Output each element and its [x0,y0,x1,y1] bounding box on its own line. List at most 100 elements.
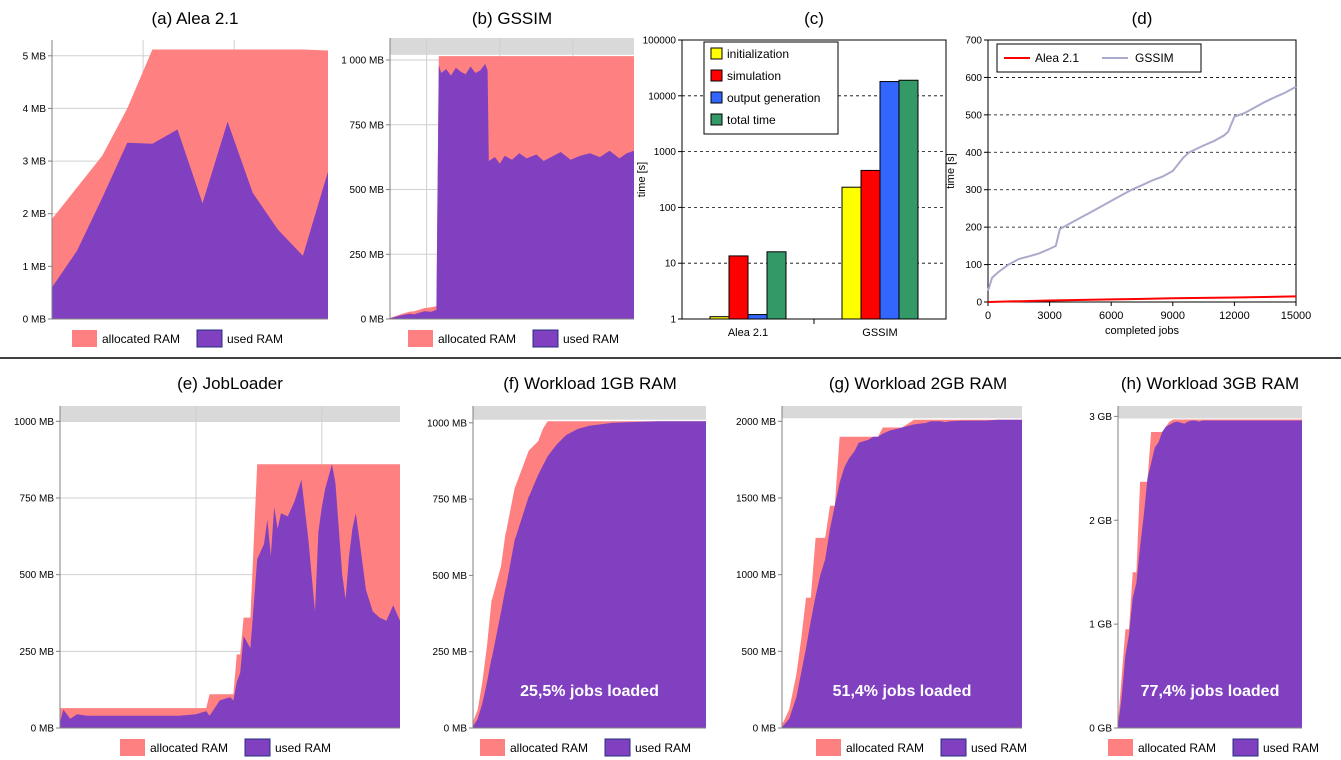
chart-title: (a) Alea 2.1 [152,9,239,28]
plot-area [987,39,1297,303]
y-tick-label: 500 MB [350,185,385,196]
legend-swatch-used [196,329,223,348]
legend-swatch-allocated [1108,739,1133,756]
chart-b: 0 MB 250 MB 500 MB 750 MB 1 000 MB (b) GSSIM a… [341,9,634,348]
bar-initialization [841,186,862,320]
y-tick-label: 250 MB [350,250,385,261]
chart-f: 0 MB 250 MB 500 MB 750 MB 1000 MB (f) Workloa… [427,374,706,757]
used-ram-area [60,464,400,728]
legend-swatch [710,47,723,60]
legend-label-allocated: allocated RAM [102,332,180,346]
y-tick-label: 250 MB [433,647,468,658]
chart-d: 0 100 200 300 400 500 600 700 0 3000 6000 9000 12000… [945,9,1311,337]
legend-label-allocated: allocated RAM [438,332,516,346]
legend-swatch [710,69,723,82]
y-tick-label: 1 [670,315,676,326]
legend-label-used: used RAM [563,332,619,346]
y-tick-label: 200 [965,223,982,234]
legend-swatch-allocated [816,739,841,756]
y-tick-label: 10000 [648,91,676,102]
x-tick-label: 3000 [1037,310,1061,322]
bar-output_generation [879,81,900,320]
y-tick-label: 3 GB [1089,412,1112,423]
used-ram-area [1118,420,1302,728]
legend-label: total time [727,113,776,127]
bar-initialization [709,316,730,320]
jobs-loaded-annotation: 51,4% jobs loaded [833,683,972,700]
y-tick-label: 5 MB [23,51,47,62]
y-axis-label: time [s] [636,162,648,197]
bar-total_time [898,79,919,320]
x-tick-label: GSSIM [862,327,897,339]
y-tick-label: 500 [965,110,982,121]
y-tick-label: 400 [965,148,982,159]
x-tick-label: 6000 [1099,310,1123,322]
bar-simulation [860,169,881,320]
legend-label-allocated: allocated RAM [846,741,924,755]
y-tick-label: 100000 [643,36,677,47]
legend: allocated RAM used RAM [72,329,283,348]
legend: allocated RAM used RAM [120,738,331,757]
legend: allocated RAM used RAM [480,738,691,757]
y-tick-label: 2 GB [1089,516,1112,527]
capacity-band [60,406,400,422]
y-tick-label: 250 MB [20,647,55,658]
legend-label: GSSIM [1135,51,1174,65]
y-tick-label: 100 [965,260,982,271]
chart-title: (c) [804,9,824,28]
legend-label: simulation [727,69,781,83]
legend: allocated RAM used RAM [816,738,1027,757]
y-tick-label: 1000 [654,147,677,158]
legend-swatch-used [604,738,631,757]
series-line-gssim [987,85,1297,292]
y-tick-label: 750 MB [350,120,385,131]
x-axis-label: completed jobs [1105,325,1179,337]
legend: allocated RAM used RAM [1108,738,1319,757]
legend-label-used: used RAM [971,741,1027,755]
y-tick-label: 750 MB [20,494,55,505]
y-tick-label: 1 GB [1089,620,1112,631]
y-tick-label: 1000 MB [14,417,54,428]
used-ram-area [782,419,1022,728]
y-tick-label: 0 MB [23,315,47,326]
legend-label-used: used RAM [1263,741,1319,755]
bar-simulation [728,255,749,320]
bar-total_time [766,251,787,320]
used-ram-area [390,63,634,320]
chart-h: 0 GB 1 GB 2 GB 3 GB (h) Workload 3GB RAM 77,4… [1089,374,1319,757]
y-tick-label: 0 [976,298,982,309]
chart-title: (h) Workload 3GB RAM [1121,374,1299,393]
y-tick-label: 2 MB [23,209,47,220]
legend: allocated RAM used RAM [408,329,619,348]
chart-c: 1 10 100 1000 10000 100000 time [s] Alea 2.1 GSS… [636,9,947,339]
used-ram-area [52,121,328,319]
chart-g: 0 MB 500 MB 1000 MB 1500 MB 2000 MB (g) Workl… [736,374,1027,757]
legend-label: output generation [727,91,820,105]
capacity-band [782,406,1022,419]
legend-label: initialization [727,47,789,61]
legend-label-used: used RAM [227,332,283,346]
x-tick-label: 15000 [1281,310,1312,322]
legend-swatch [710,113,723,126]
legend-label-allocated: allocated RAM [510,741,588,755]
chart-e: 0 MB 250 MB 500 MB 750 MB 1000 MB (e) JobLoad… [14,374,400,757]
legend-swatch-used [244,738,271,757]
y-tick-label: 0 MB [31,724,55,735]
legend-swatch-used [532,329,559,348]
y-tick-label: 500 MB [20,570,55,581]
legend-swatch-allocated [408,330,433,347]
legend-swatch-allocated [72,330,97,347]
legend-swatch-used [1232,738,1259,757]
y-tick-label: 1 000 MB [341,56,384,67]
y-tick-label: 1 MB [23,262,47,273]
legend: Alea 2.1 GSSIM [996,43,1202,73]
chart-title: (e) JobLoader [177,374,283,393]
x-tick-label: 9000 [1161,310,1185,322]
series-line-alea [987,295,1297,303]
y-tick-label: 500 MB [742,647,777,658]
y-tick-label: 1000 MB [427,418,467,429]
legend-box [703,41,839,135]
capacity-band [1118,406,1302,419]
legend-label-used: used RAM [635,741,691,755]
legend-label-allocated: allocated RAM [150,741,228,755]
